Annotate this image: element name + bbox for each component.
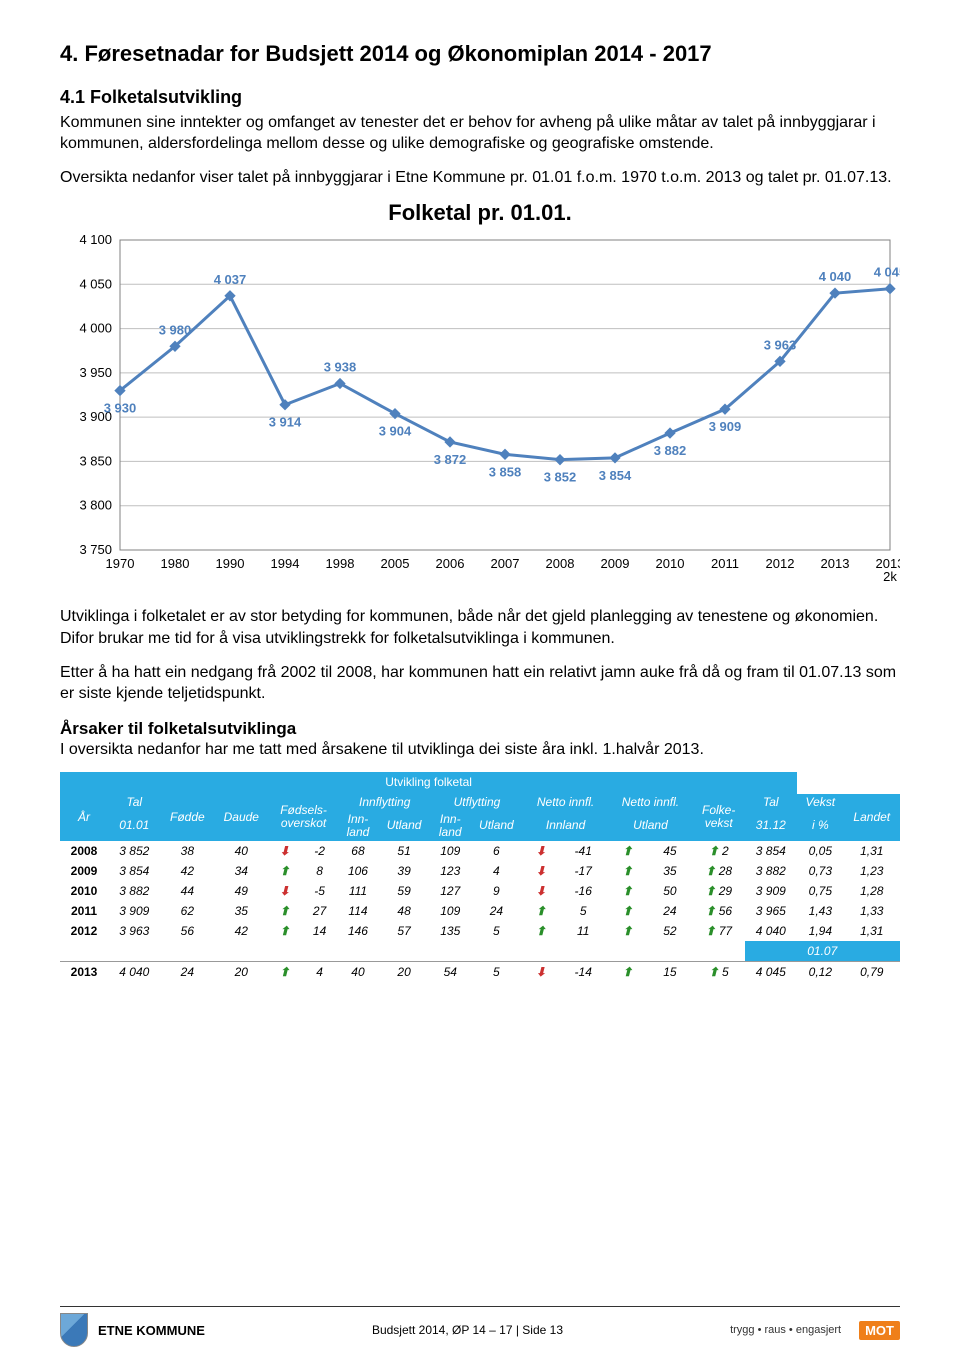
svg-text:4 050: 4 050	[79, 277, 112, 292]
line-chart: Folketal pr. 01.01. 3 7503 8003 8503 900…	[60, 200, 900, 590]
chart-title: Folketal pr. 01.01.	[60, 200, 900, 226]
svg-text:3 904: 3 904	[379, 424, 412, 439]
svg-text:1994: 1994	[271, 556, 300, 571]
svg-text:3 854: 3 854	[599, 468, 632, 483]
svg-text:2k: 2k	[883, 569, 897, 584]
svg-text:2012: 2012	[766, 556, 795, 571]
svg-text:1998: 1998	[326, 556, 355, 571]
svg-text:2006: 2006	[436, 556, 465, 571]
page-number: Budsjett 2014, ØP 14 – 17 | Side 13	[372, 1323, 563, 1337]
paragraph: I oversikta nedanfor har me tatt med års…	[60, 739, 900, 761]
svg-text:1990: 1990	[216, 556, 245, 571]
chart-svg: 3 7503 8003 8503 9003 9504 0004 0504 100…	[60, 230, 900, 590]
svg-text:2007: 2007	[491, 556, 520, 571]
page-heading: 4. Føresetnadar for Budsjett 2014 og Øko…	[60, 40, 900, 69]
svg-text:1980: 1980	[161, 556, 190, 571]
svg-text:1970: 1970	[106, 556, 135, 571]
svg-text:3 950: 3 950	[79, 365, 112, 380]
svg-text:3 858: 3 858	[489, 465, 522, 480]
svg-text:3 852: 3 852	[544, 470, 577, 485]
svg-text:3 914: 3 914	[269, 415, 302, 430]
subsection-heading: Årsaker til folketalsutviklinga	[60, 719, 900, 739]
svg-text:4 000: 4 000	[79, 321, 112, 336]
svg-text:2008: 2008	[546, 556, 575, 571]
paragraph: Etter å ha hatt ein nedgang frå 2002 til…	[60, 662, 900, 705]
svg-text:3 909: 3 909	[709, 420, 742, 435]
paragraph: Oversikta nedanfor viser talet på innbyg…	[60, 167, 900, 189]
paragraph: Kommunen sine inntekter og omfanget av t…	[60, 112, 900, 155]
population-table: Utvikling folketalÅrTalFøddeDaudeFødsels…	[60, 772, 900, 982]
svg-text:4 040: 4 040	[819, 270, 852, 285]
mot-logo: MOT	[859, 1321, 900, 1340]
svg-text:2009: 2009	[601, 556, 630, 571]
municipality-logo	[60, 1313, 88, 1347]
paragraph: Utviklinga i folketalet er av stor betyd…	[60, 606, 900, 649]
svg-text:3 980: 3 980	[159, 323, 192, 338]
svg-text:3 872: 3 872	[434, 452, 467, 467]
slogan: trygg • raus • engasjert	[730, 1324, 841, 1336]
svg-text:3 850: 3 850	[79, 454, 112, 469]
svg-text:2011: 2011	[711, 556, 739, 571]
svg-text:3 963: 3 963	[764, 338, 797, 353]
svg-text:3 930: 3 930	[104, 401, 137, 416]
page-footer: ETNE KOMMUNE Budsjett 2014, ØP 14 – 17 |…	[60, 1306, 900, 1347]
svg-text:2013: 2013	[821, 556, 850, 571]
svg-text:3 938: 3 938	[324, 360, 357, 375]
svg-text:4 100: 4 100	[79, 232, 112, 247]
svg-text:3 882: 3 882	[654, 443, 687, 458]
section-heading: 4.1 Folketalsutvikling	[60, 87, 900, 108]
org-name: ETNE KOMMUNE	[98, 1323, 205, 1338]
svg-text:2010: 2010	[656, 556, 685, 571]
svg-text:3 800: 3 800	[79, 498, 112, 513]
svg-text:3 750: 3 750	[79, 542, 112, 557]
svg-text:4 037: 4 037	[214, 272, 247, 287]
svg-text:2005: 2005	[381, 556, 410, 571]
svg-text:4 045: 4 045	[874, 265, 900, 280]
